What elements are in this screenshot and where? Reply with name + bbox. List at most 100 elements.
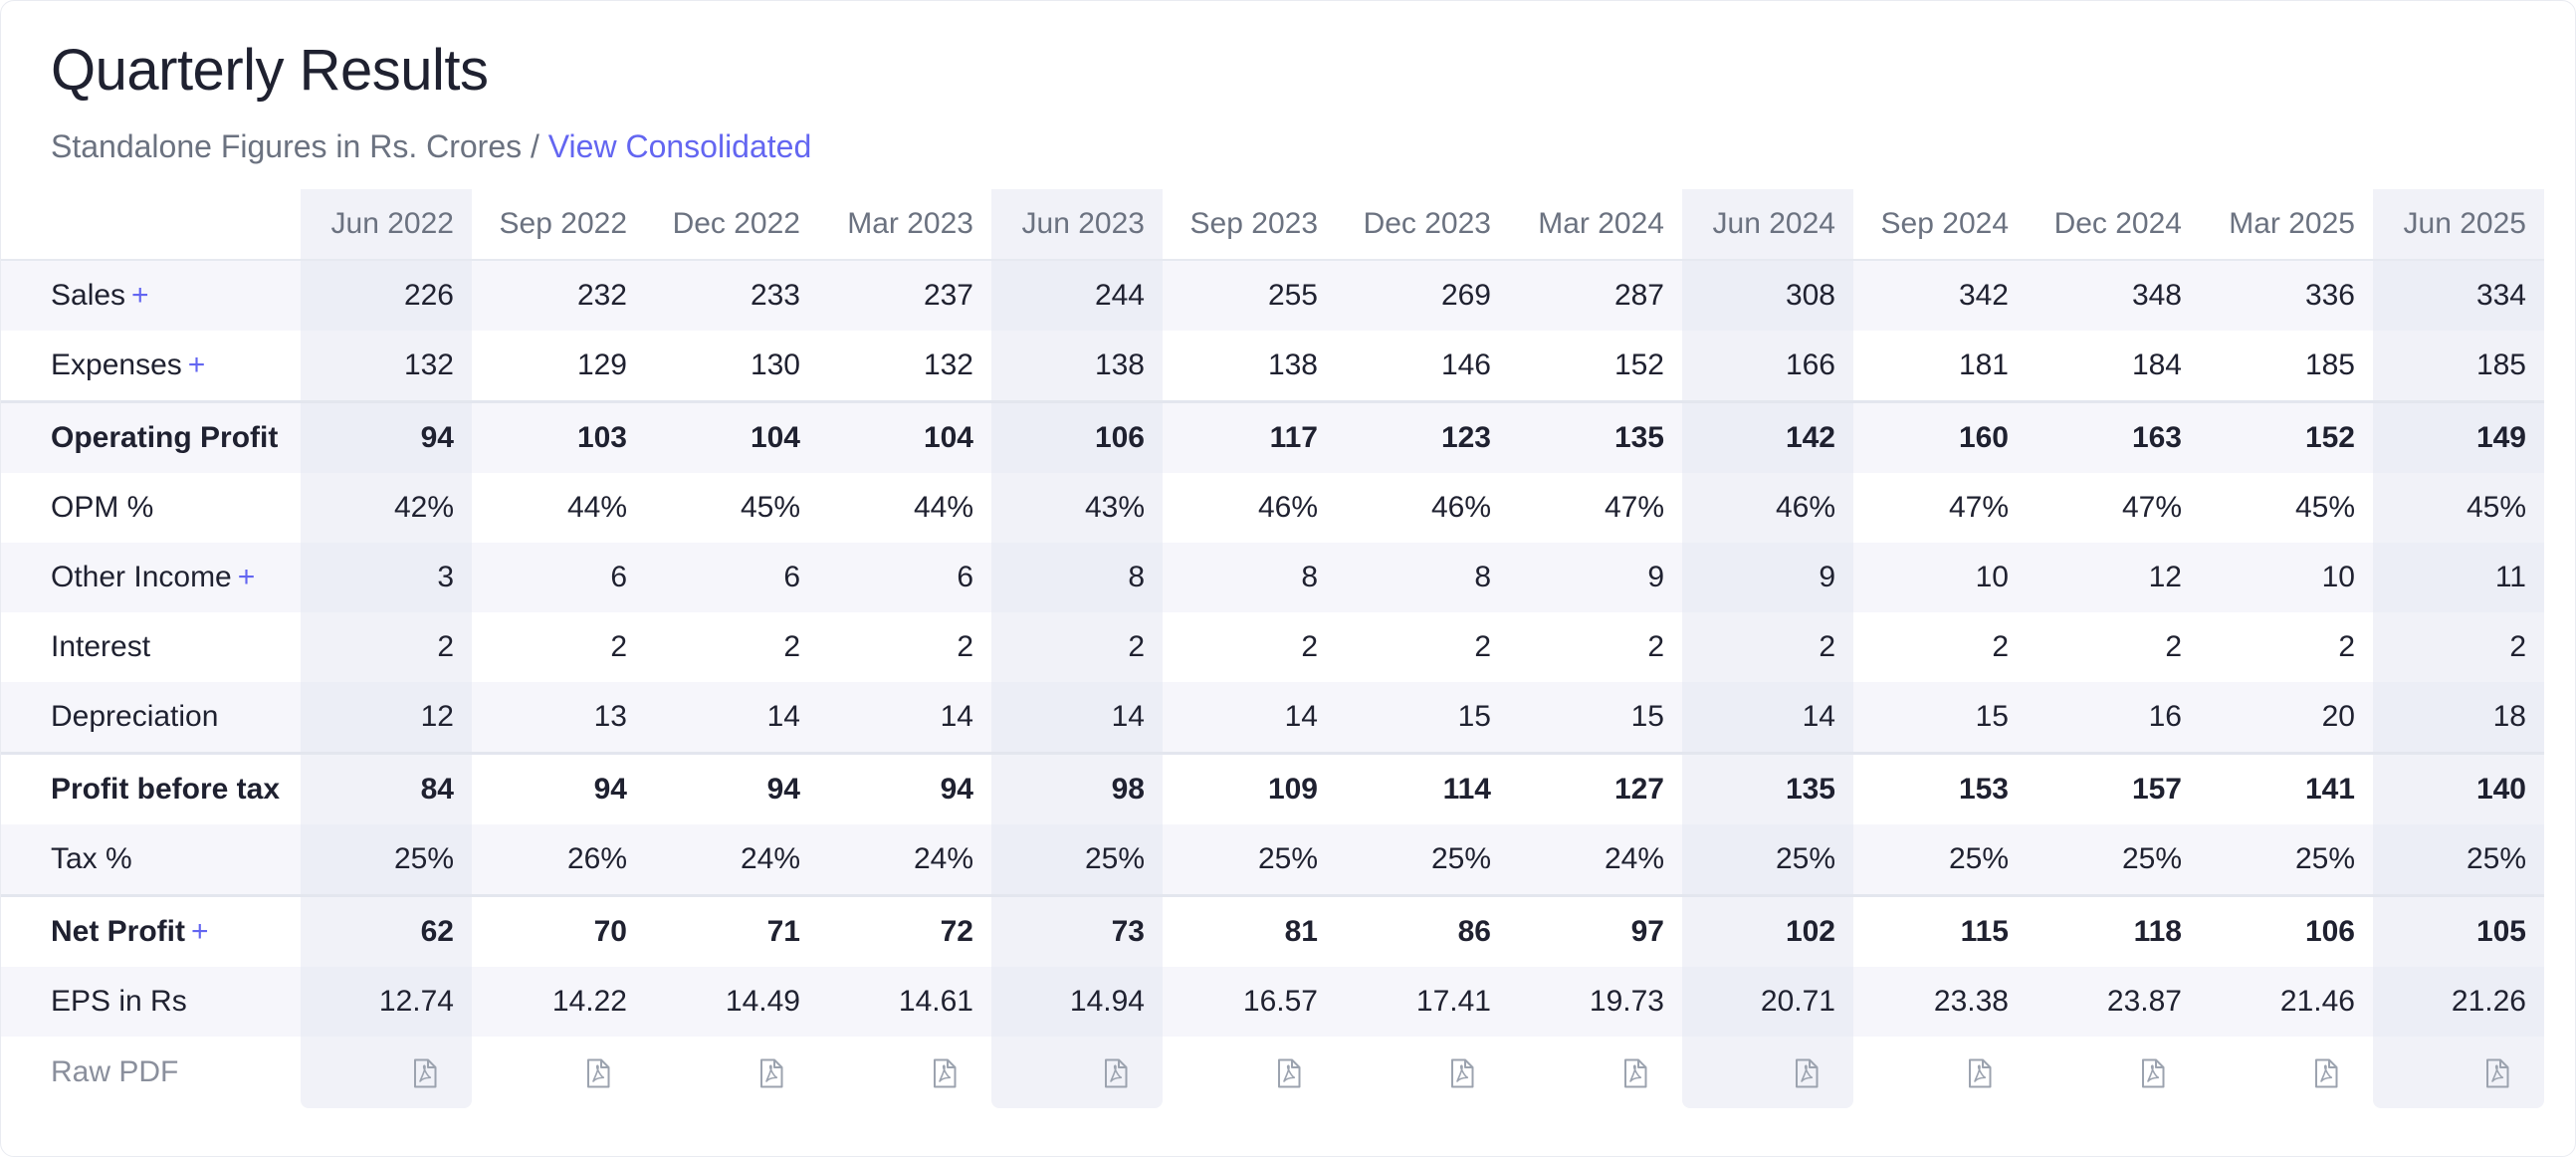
column-header: Dec 2024 bbox=[2027, 189, 2200, 261]
pdf-document-icon[interactable] bbox=[2313, 1058, 2339, 1088]
table-cell: 16 bbox=[2027, 682, 2200, 754]
table-cell: 102 bbox=[1682, 894, 1853, 967]
table-cell: 2 bbox=[1682, 612, 1853, 682]
table-cell: 185 bbox=[2304, 348, 2355, 381]
row-label: OPM % bbox=[1, 473, 301, 543]
row-label-text: Interest bbox=[51, 630, 151, 663]
table-cell: 334 bbox=[2373, 260, 2544, 331]
table-cell: 25% bbox=[1682, 824, 1853, 896]
table-cell: 14.94 bbox=[991, 967, 1163, 1037]
table-cell: 21.26 bbox=[2373, 967, 2544, 1037]
pdf-document-icon[interactable] bbox=[1622, 1058, 1648, 1088]
raw-pdf-row: Raw PDF bbox=[1, 1037, 2544, 1108]
pdf-document-icon[interactable] bbox=[1449, 1058, 1475, 1088]
table-cell: 142 bbox=[1682, 400, 1853, 473]
table-cell: 160 bbox=[1853, 400, 2027, 473]
table-cell: 181 bbox=[1958, 348, 2009, 381]
column-header: Sep 2022 bbox=[472, 189, 645, 261]
raw-pdf-cell bbox=[472, 1037, 645, 1108]
table-cell: 24% bbox=[645, 824, 818, 896]
row-label-text: Operating Profit bbox=[51, 421, 279, 454]
quarterly-results-table: Jun 2022 Sep 2022 Dec 2022 Mar 2023 Jun 2023… bbox=[1, 189, 2544, 1108]
table-cell: 44% bbox=[566, 491, 627, 524]
table-cell: 25% bbox=[2373, 824, 2544, 896]
pdf-document-icon[interactable] bbox=[412, 1058, 438, 1088]
pdf-document-icon[interactable] bbox=[758, 1058, 784, 1088]
table-cell: 47% bbox=[1604, 491, 1664, 524]
pdf-document-icon[interactable] bbox=[585, 1058, 611, 1088]
table-cell: 163 bbox=[2027, 400, 2200, 473]
table-cell: 244 bbox=[991, 260, 1163, 331]
table-cell: 106 bbox=[991, 400, 1163, 473]
pdf-document-icon[interactable] bbox=[932, 1058, 958, 1088]
table-cell: 152 bbox=[2200, 400, 2373, 473]
pdf-document-icon[interactable] bbox=[2484, 1058, 2510, 1088]
subtitle-text: Standalone Figures in Rs. Crores / bbox=[51, 128, 548, 164]
pdf-document-icon[interactable] bbox=[1103, 1058, 1129, 1088]
row-label[interactable]: Other Income + bbox=[1, 543, 301, 612]
table-cell: 2 bbox=[2165, 630, 2182, 663]
row-label[interactable]: Expenses + bbox=[1, 331, 301, 402]
pdf-document-icon[interactable] bbox=[1794, 1058, 1820, 1088]
table-cell: 138 bbox=[1267, 348, 1318, 381]
table-cell: 84 bbox=[301, 752, 472, 824]
raw-pdf-cell bbox=[1163, 1037, 1336, 1108]
table-cell: 166 bbox=[1682, 331, 1853, 402]
table-cell: 9 bbox=[1682, 543, 1853, 612]
row-label: Profit before tax bbox=[1, 752, 301, 824]
table-cell: 135 bbox=[1682, 752, 1853, 824]
table-cell: 62 bbox=[301, 894, 472, 967]
column-header: Jun 2024 bbox=[1682, 189, 1853, 261]
expand-row-button[interactable]: + bbox=[191, 915, 209, 948]
column-header: Sep 2024 bbox=[1853, 189, 2027, 261]
row-label[interactable]: Net Profit + bbox=[1, 894, 301, 967]
table-cell: 135 bbox=[1509, 400, 1682, 473]
table-cell: 47% bbox=[2121, 491, 2182, 524]
table-cell: 25% bbox=[2027, 824, 2200, 896]
row-label-text: Expenses bbox=[51, 348, 182, 381]
table-cell: 146 bbox=[1440, 348, 1491, 381]
table-cell: 6 bbox=[472, 543, 645, 612]
table-cell: 118 bbox=[2027, 894, 2200, 967]
view-consolidated-link[interactable]: View Consolidated bbox=[547, 128, 812, 164]
pdf-document-icon[interactable] bbox=[1967, 1058, 1993, 1088]
table-cell: 140 bbox=[2373, 752, 2544, 824]
expand-row-button[interactable]: + bbox=[187, 348, 206, 381]
table-cell: 342 bbox=[1853, 260, 2027, 331]
table-cell: 94 bbox=[818, 752, 991, 824]
table-cell: 24% bbox=[1509, 824, 1682, 896]
raw-pdf-cell bbox=[1853, 1037, 2027, 1108]
table-cell: 255 bbox=[1163, 260, 1336, 331]
table-cell: 105 bbox=[2373, 894, 2544, 967]
table-cell: 127 bbox=[1509, 752, 1682, 824]
table-cell: 106 bbox=[2200, 894, 2373, 967]
table-cell: 15 bbox=[1336, 682, 1509, 754]
row-label-text: EPS in Rs bbox=[51, 985, 187, 1018]
table-cell: 2 bbox=[783, 630, 800, 663]
table-cell: 104 bbox=[818, 400, 991, 473]
raw-pdf-cell bbox=[1682, 1037, 1853, 1108]
table-cell: 14.49 bbox=[645, 967, 818, 1037]
table-cell: 16.57 bbox=[1163, 967, 1336, 1037]
raw-pdf-cell bbox=[2200, 1037, 2373, 1108]
table-row: Other Income +3 6 6 6 8 8 8 9 9 10 12 10 11 bbox=[1, 543, 2544, 612]
expand-row-button[interactable]: + bbox=[131, 279, 149, 312]
row-label[interactable]: Sales + bbox=[1, 260, 301, 331]
table-row: EPS in Rs 12.74 14.22 14.49 14.61 14.94 16.57 1… bbox=[1, 967, 2544, 1037]
row-label: Interest bbox=[1, 612, 301, 682]
table-cell: 70 bbox=[472, 894, 645, 967]
table-cell: 185 bbox=[2373, 331, 2544, 402]
raw-pdf-cell bbox=[1509, 1037, 1682, 1108]
pdf-document-icon[interactable] bbox=[1276, 1058, 1302, 1088]
expand-row-button[interactable]: + bbox=[237, 561, 256, 593]
table-cell: 12 bbox=[301, 682, 472, 754]
column-header: Jun 2022 bbox=[301, 189, 472, 261]
table-cell: 44% bbox=[913, 491, 973, 524]
raw-pdf-cell bbox=[2373, 1037, 2544, 1108]
table-cell: 14.22 bbox=[472, 967, 645, 1037]
table-cell: 21.46 bbox=[2200, 967, 2373, 1037]
table-cell: 2 bbox=[301, 612, 472, 682]
pdf-document-icon[interactable] bbox=[2140, 1058, 2166, 1088]
table-cell: 42% bbox=[301, 473, 472, 543]
table-cell: 3 bbox=[301, 543, 472, 612]
